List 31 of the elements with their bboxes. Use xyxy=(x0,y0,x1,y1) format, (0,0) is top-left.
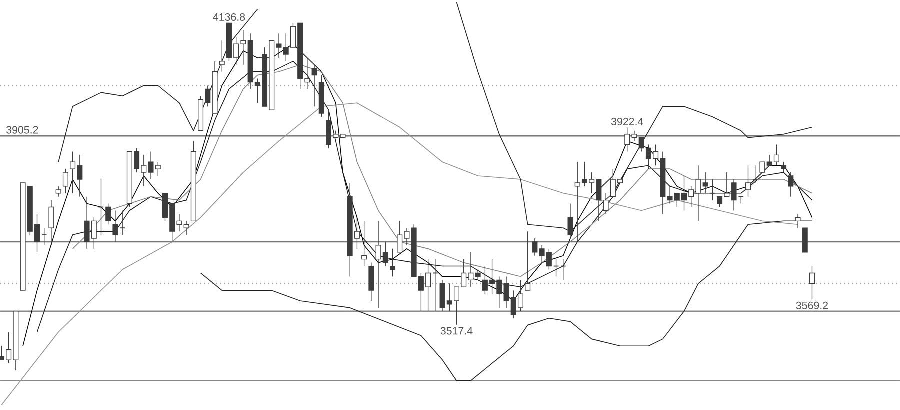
candlestick xyxy=(475,269,481,281)
candlestick xyxy=(362,220,368,267)
candlestick xyxy=(41,228,48,246)
candlestick xyxy=(752,165,758,184)
annotation: 3517.4 xyxy=(440,327,473,335)
candlestick xyxy=(568,203,574,239)
candlestick xyxy=(745,165,751,198)
candlestick xyxy=(120,210,126,236)
candlestick xyxy=(48,200,54,246)
candlestick xyxy=(112,210,118,242)
candlestick xyxy=(525,231,531,291)
annotation: 3569.2 xyxy=(796,302,828,310)
candlestick xyxy=(603,193,609,215)
candlestick xyxy=(390,248,396,278)
candlestick xyxy=(788,172,794,198)
candlestick xyxy=(809,266,815,300)
candlestick xyxy=(795,214,801,228)
annotation: 4136.8 xyxy=(213,13,246,21)
candlestick xyxy=(62,168,68,194)
candlestick xyxy=(760,162,766,173)
candlestick xyxy=(184,220,190,236)
candlestick xyxy=(219,40,225,72)
candlestick xyxy=(781,162,787,173)
candlestick xyxy=(56,186,62,198)
candlestick xyxy=(710,179,716,201)
annotation: 3922.4 xyxy=(611,118,644,126)
candlestick xyxy=(532,238,538,256)
candlestick xyxy=(702,172,708,194)
candlestick xyxy=(312,64,318,107)
annotation: 3905.2 xyxy=(6,126,38,134)
candlestick xyxy=(106,203,112,225)
